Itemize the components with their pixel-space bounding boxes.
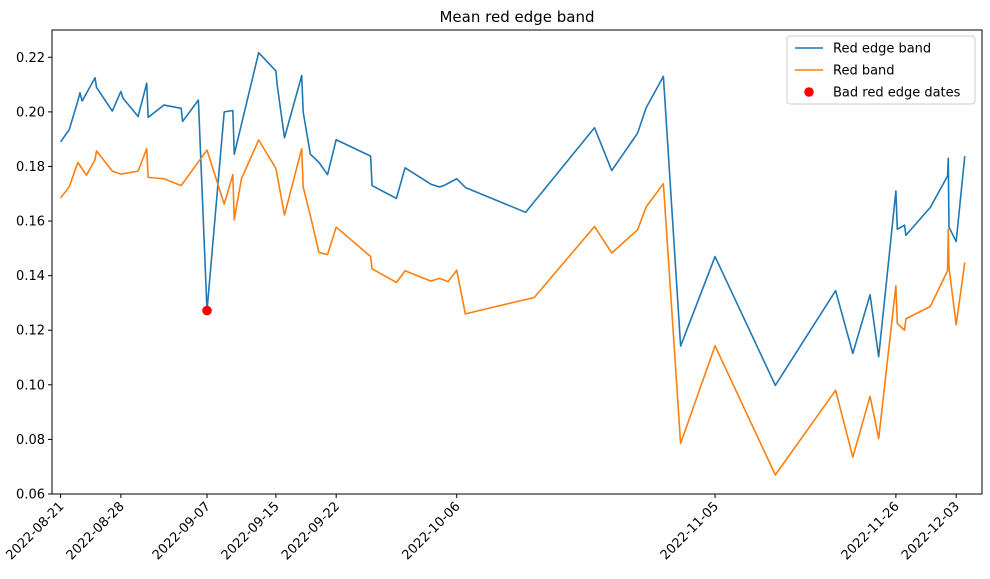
x-tick-label: 2022-10-06 [400,499,464,563]
y-tick-label: 0.06 [16,488,45,503]
x-tick-label: 2022-09-22 [279,499,343,563]
y-tick-label: 0.16 [16,215,45,230]
plot-frame [51,29,983,495]
bad-date-point [202,305,212,316]
y-tick-label: 0.14 [16,269,45,284]
x-tick-label: 2022-11-26 [839,499,903,563]
x-tick-label: 2022-12-03 [899,499,963,563]
y-tick-label: 0.18 [16,160,45,175]
y-tick-label: 0.22 [16,51,45,66]
y-tick-label: 0.10 [16,378,45,393]
x-tick-label: 2022-09-15 [219,499,283,563]
y-tick-label: 0.08 [16,433,45,448]
y-tick-label: 0.12 [16,324,45,339]
legend-box [786,35,976,105]
red-edge-band-line [59,51,966,387]
legend: Red edge band Red band Bad red edge dates [786,35,976,105]
y-axis: 0.06 0.08 0.10 0.12 0.14 0.16 0.18 0.20 0.22 [16,51,52,503]
legend-label: Red edge band [833,42,931,57]
x-tick-label: 2022-08-28 [64,499,128,563]
legend-label: Red band [833,64,895,79]
plot-area [52,30,982,494]
x-tick-label: 2022-08-21 [3,499,67,563]
legend-label: Bad red edge dates [833,86,961,101]
red-band-line [59,139,966,476]
x-tick-label: 2022-11-05 [658,499,722,563]
legend-marker [804,87,814,97]
series-layer [59,51,966,476]
x-tick-label: 2022-09-07 [150,499,214,563]
chart-title: Mean red edge band [439,8,594,26]
y-tick-label: 0.20 [16,105,45,120]
